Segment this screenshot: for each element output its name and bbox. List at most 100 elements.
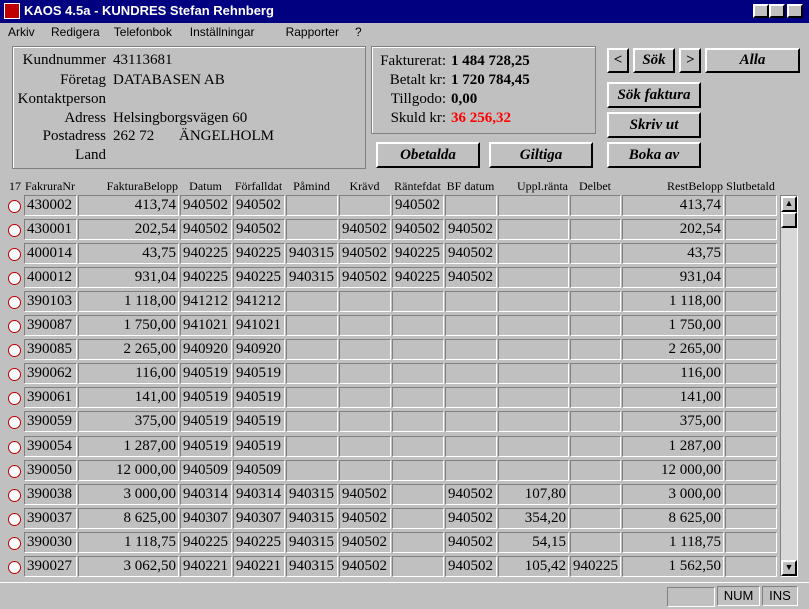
scroll-thumb[interactable] — [781, 212, 797, 228]
table-cell: 1 562,50 — [622, 555, 724, 577]
table-cell — [725, 363, 777, 385]
table-cell — [570, 411, 621, 433]
row-radio[interactable] — [8, 512, 21, 526]
table-cell: 141,00 — [622, 387, 724, 409]
table-cell: 940314 — [180, 483, 232, 505]
maximize-button[interactable] — [769, 4, 785, 18]
table-cell: 940502 — [339, 243, 391, 265]
menu-item[interactable]: Arkiv — [8, 25, 35, 39]
scrollbar[interactable]: ▲ ▼ — [780, 195, 798, 577]
row-radio[interactable] — [8, 368, 21, 382]
table-cell — [725, 219, 777, 241]
menu-item[interactable]: Inställningar — [189, 25, 255, 39]
table-cell: 940519 — [180, 363, 232, 385]
table-cell: 940225 — [180, 531, 232, 553]
row-radio[interactable] — [8, 248, 21, 262]
table-cell: 116,00 — [622, 363, 724, 385]
table-cell: 940315 — [286, 483, 338, 505]
button[interactable]: Skriv ut — [607, 112, 701, 138]
table-cell — [725, 315, 777, 337]
row-radio[interactable] — [8, 272, 21, 286]
summary-label: Tillgodo: — [390, 91, 446, 107]
table-cell — [570, 243, 621, 265]
table-cell: 940502 — [233, 219, 285, 241]
status-bar — [0, 582, 809, 609]
row-radio[interactable] — [8, 224, 21, 238]
table-cell: 940519 — [180, 387, 232, 409]
app-icon — [4, 3, 20, 19]
table-cell — [725, 555, 777, 577]
menu-item[interactable]: Redigera — [51, 25, 100, 39]
table-cell: 940225 — [233, 531, 285, 553]
table-cell — [725, 531, 777, 553]
scroll-up[interactable]: ▲ — [781, 196, 797, 212]
button[interactable]: > — [679, 48, 701, 73]
field-label: Land — [75, 147, 106, 163]
button[interactable]: Sök faktura — [607, 82, 701, 108]
table-cell — [498, 219, 569, 241]
menu-item[interactable]: Telefonbok — [113, 25, 172, 39]
title-bar: KAOS 4.5a - KUNDRES Stefan Rehnberg — [0, 0, 809, 23]
column-header: FakruraNr — [25, 179, 75, 193]
menu-item[interactable]: Rapporter — [285, 25, 339, 39]
row-radio[interactable] — [8, 392, 21, 406]
row-radio[interactable] — [8, 560, 21, 574]
table-cell — [339, 195, 391, 216]
table-cell — [498, 435, 569, 457]
button[interactable]: < — [607, 48, 629, 73]
button[interactable]: Obetalda — [376, 142, 480, 168]
button[interactable]: Alla — [705, 48, 800, 73]
row-radio[interactable] — [8, 344, 21, 358]
field-value: 262 72 — [113, 128, 155, 144]
minimize-button[interactable] — [753, 4, 769, 18]
button[interactable]: Giltiga — [489, 142, 593, 168]
row-radio[interactable] — [8, 320, 21, 334]
table-cell: 1 750,00 — [78, 315, 179, 337]
table-cell: 940519 — [180, 435, 232, 457]
row-radio[interactable] — [8, 440, 21, 454]
table-cell — [570, 435, 621, 457]
table-cell — [445, 387, 497, 409]
column-header: Påmind — [293, 179, 330, 193]
table-cell — [498, 315, 569, 337]
row-radio[interactable] — [8, 416, 21, 430]
summary-label: Betalt kr: — [389, 72, 446, 88]
status-box — [667, 587, 715, 607]
table-cell — [339, 435, 391, 457]
table-cell: 12 000,00 — [622, 459, 724, 481]
table-cell — [286, 291, 338, 313]
table-cell — [498, 459, 569, 481]
table-cell: 390030 — [24, 531, 77, 553]
row-radio[interactable] — [8, 536, 21, 550]
close-button[interactable] — [787, 4, 803, 18]
button[interactable]: Boka av — [607, 142, 701, 168]
table-cell — [445, 363, 497, 385]
row-radio[interactable] — [8, 464, 21, 478]
summary-panel — [371, 46, 596, 134]
row-radio[interactable] — [8, 488, 21, 502]
table-cell — [392, 339, 444, 361]
table-cell: 105,42 — [498, 555, 569, 577]
menu-item[interactable]: ? — [355, 25, 362, 39]
row-radio[interactable] — [8, 296, 21, 310]
table-cell: 940307 — [180, 507, 232, 529]
table-cell: 940502 — [445, 531, 497, 553]
column-header: FakturaBelopp — [106, 179, 178, 193]
row-radio[interactable] — [8, 200, 21, 213]
field-city: ÄNGELHOLM — [179, 128, 274, 144]
menu-bar: Arkiv Redigera Telefonbok Inställningar Rapp… — [0, 23, 809, 41]
table-cell — [339, 363, 391, 385]
table-cell: 941212 — [233, 291, 285, 313]
table-cell — [286, 411, 338, 433]
table-cell — [392, 387, 444, 409]
table-cell — [286, 435, 338, 457]
table-cell: 940509 — [180, 459, 232, 481]
scroll-down[interactable]: ▼ — [781, 560, 797, 576]
field-value: 43113681 — [113, 52, 173, 68]
table-cell: 390054 — [24, 435, 77, 457]
table-cell — [286, 387, 338, 409]
summary-value: 1 484 728,25 — [451, 53, 530, 69]
table-cell: 940502 — [339, 507, 391, 529]
button[interactable]: Sök — [633, 48, 675, 73]
